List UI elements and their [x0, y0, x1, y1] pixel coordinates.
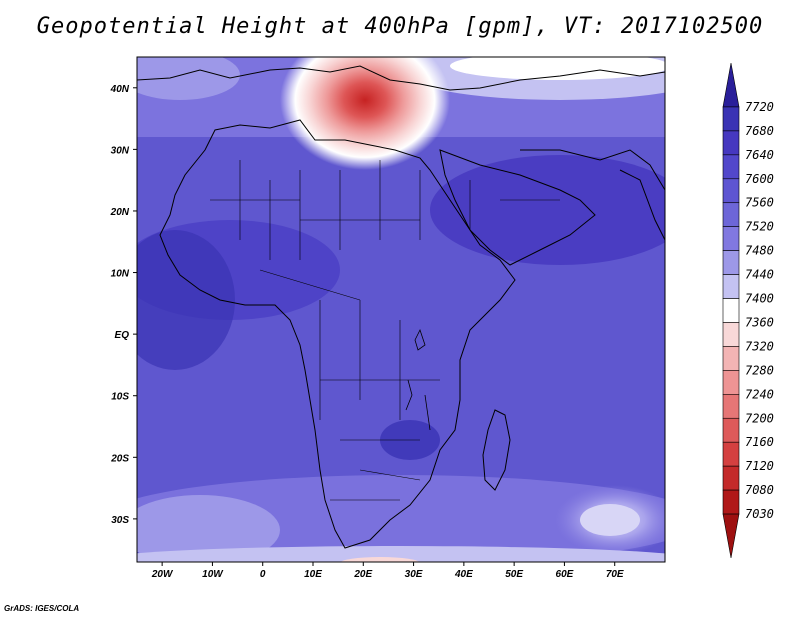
africa-outline: [159, 119, 516, 549]
colorbar-swatch: [722, 370, 740, 395]
height-field: [137, 57, 665, 562]
colorbar-level-label: 7400: [745, 292, 774, 306]
country-borders: [210, 160, 560, 501]
india-outline: [619, 169, 665, 241]
colorbar-level-label: 7480: [745, 244, 774, 258]
map-title: Geopotential Height at 400hPa [gpm], VT:…: [36, 14, 764, 39]
lat-tick-label: 10N: [111, 269, 130, 280]
colorbar-swatch: [722, 346, 740, 371]
mediterranean-north-coast: [137, 65, 665, 91]
colorbar-level-label: 7160: [745, 435, 774, 449]
colorbar-level-label: 7320: [745, 339, 774, 353]
colorbar-swatch: [722, 394, 740, 419]
colorbar-swatch: [722, 322, 740, 347]
southern-edge-pink: [340, 557, 420, 562]
lon-tick-label: 10E: [304, 569, 322, 580]
colorbar-level-label: 7030: [745, 507, 774, 521]
lat-tick-label: 20N: [110, 207, 130, 218]
colorbar-swatch: [722, 274, 740, 299]
southern-edge-pale: [137, 546, 665, 562]
plot-border: [136, 56, 666, 563]
colorbar-swatch: [722, 465, 740, 491]
lon-tick-label: 60E: [556, 569, 574, 580]
arabian-high: [430, 155, 665, 265]
colorbar-level-label: 7720: [745, 100, 774, 114]
arabia-outline: [439, 149, 596, 266]
lon-axis: 20W 10W 0 10E 20E 30E 40E 50E 60E 70E: [151, 562, 624, 580]
colorbar-level-label: 7560: [745, 196, 774, 210]
southwest-pale: [137, 495, 280, 562]
madagascar-outline: [482, 409, 511, 491]
colorbar-swatch: [722, 178, 740, 204]
lon-tick-label: 10W: [202, 569, 224, 580]
colorbar-level-label: 7440: [745, 268, 774, 282]
colorbar-level-label: 7120: [745, 459, 774, 473]
colorbar-level-label: 7080: [745, 483, 774, 497]
lat-tick-label: 30N: [111, 145, 130, 156]
colorbar-swatch: [722, 417, 740, 443]
colorbar-level-label: 7680: [745, 124, 774, 138]
colorbar-swatch: [722, 154, 740, 180]
colorbar-swatch: [722, 226, 740, 251]
colorbar-level-label: 7600: [745, 172, 774, 186]
lat-tick-label: 20S: [110, 453, 129, 464]
northern-white-band: [450, 57, 665, 80]
lat-tick-label: 10S: [111, 392, 129, 403]
west-africa-high: [137, 230, 235, 370]
grads-credit: GrADS: IGES/COLA: [4, 604, 80, 613]
colorbar-swatch: [722, 489, 740, 515]
southeast-white: [580, 504, 640, 536]
lon-tick-label: 40E: [454, 569, 473, 580]
colorbar-level-label: 7240: [745, 387, 774, 401]
colorbar-swatch: [722, 106, 740, 132]
lon-tick-label: 20E: [353, 569, 372, 580]
colorbar-swatch: [722, 513, 740, 559]
colorbar-swatch: [722, 298, 740, 323]
coastlines: [137, 65, 665, 549]
colorbar: 7720 7680 7640 7600 7560 7520 7480 7440 7400 7360…: [722, 62, 774, 559]
lat-axis: 40N 30N 20N 10N EQ 10S 20S 30S: [110, 84, 137, 526]
lon-tick-label: 30E: [405, 569, 423, 580]
northwest-pale: [137, 57, 240, 100]
colorbar-level-label: 7360: [745, 315, 774, 329]
lon-tick-label: 70E: [606, 569, 624, 580]
lakes: [405, 328, 431, 431]
lat-tick-label: 40N: [110, 84, 130, 95]
lon-tick-label: 20W: [151, 569, 174, 580]
lat-tick-label: EQ: [115, 330, 130, 341]
colorbar-level-label: 7200: [745, 411, 774, 425]
colorbar-level-label: 7280: [745, 363, 774, 377]
colorbar-swatch: [722, 130, 740, 156]
lon-tick-label: 50E: [505, 569, 523, 580]
colorbar-swatch: [722, 62, 740, 108]
colorbar-level-label: 7520: [745, 220, 774, 234]
lon-tick-label: 0: [260, 569, 266, 580]
colorbar-swatch: [722, 441, 740, 467]
colorbar-swatch: [722, 250, 740, 275]
lat-tick-label: 30S: [111, 515, 129, 526]
colorbar-level-label: 7640: [745, 148, 774, 162]
colorbar-swatch: [722, 202, 740, 227]
low-pressure-center: [280, 57, 450, 170]
persian-coast: [520, 149, 665, 191]
